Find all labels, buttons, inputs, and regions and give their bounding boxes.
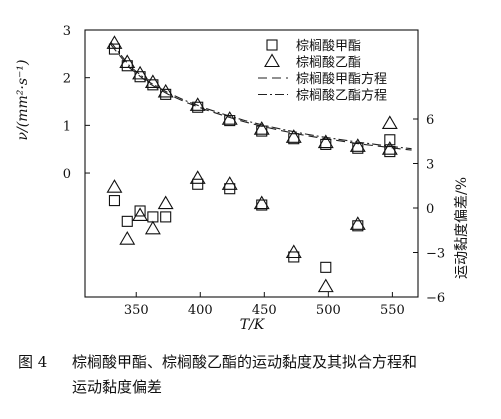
triangle-marker-right xyxy=(349,216,366,230)
square-marker-right xyxy=(160,211,172,223)
right-y-tick-label: 6 xyxy=(426,113,434,128)
chart: 350 400 450 500 550 0 1 2 3 −6 −3 0 3 6 T/K ν/(mm²·s⁻… xyxy=(15,24,470,333)
right-y-tick-label: 0 xyxy=(426,202,434,217)
right-y-axis-label: 运动黏度偏差/% xyxy=(454,177,470,279)
triangle-marker-right xyxy=(157,195,174,210)
triangle-marker-left xyxy=(157,83,174,98)
fit-curve-methyl xyxy=(110,43,412,151)
square-marker-right xyxy=(320,261,332,273)
figure-caption: 图 4 棕榈酸甲酯、棕榈酸乙酯的运动黏度及其拟合方程和 xyxy=(18,352,417,372)
legend-square-symbol xyxy=(266,39,278,51)
legend-label: 棕榈酸甲酯方程 xyxy=(296,71,387,87)
caption-line-2: 运动黏度偏差 xyxy=(72,378,163,396)
triangle-marker-right xyxy=(106,179,123,193)
legend-label: 棕榈酸乙酯 xyxy=(296,56,361,71)
triangle-marker-left xyxy=(381,141,398,155)
square-marker-right xyxy=(108,195,121,207)
figure-number: 图 4 xyxy=(18,353,48,371)
data-markers xyxy=(106,35,398,293)
triangle-marker-right xyxy=(253,195,270,210)
x-tick-label: 550 xyxy=(380,303,405,318)
triangle-marker-left xyxy=(317,134,334,149)
left-y-tick-label: 3 xyxy=(63,24,71,39)
figure-caption-continued: 运动黏度偏差 xyxy=(72,377,162,397)
triangle-marker-left xyxy=(189,97,206,111)
triangle-marker-left xyxy=(144,74,161,88)
triangle-marker-right xyxy=(285,244,302,259)
left-y-axis-label: ν/(mm²·s⁻¹) xyxy=(15,60,31,141)
x-tick-label: 500 xyxy=(316,303,341,318)
triangle-marker-right xyxy=(132,207,149,221)
triangle-marker-right xyxy=(119,231,136,245)
legend-label: 棕榈酸甲酯 xyxy=(296,39,361,54)
legend-triangle-symbol xyxy=(264,53,280,68)
triangle-marker-left xyxy=(119,54,136,68)
triangle-marker-left xyxy=(253,121,270,135)
triangle-marker-left xyxy=(285,129,302,143)
square-marker-right xyxy=(384,134,396,146)
square-marker-left xyxy=(121,60,133,72)
triangle-marker-right xyxy=(381,115,398,129)
square-marker-right xyxy=(121,215,133,227)
square-marker-right xyxy=(192,178,204,190)
square-marker-right xyxy=(147,211,159,223)
triangle-marker-right xyxy=(221,176,238,190)
right-y-tick-label: −6 xyxy=(426,291,445,306)
x-tick-label: 450 xyxy=(252,303,277,318)
legend-label: 棕榈酸乙酯方程 xyxy=(296,88,387,104)
axis-ticks: 350 400 450 500 550 0 1 2 3 −6 −3 0 3 6 xyxy=(63,24,445,318)
triangle-marker-right xyxy=(189,170,206,184)
triangle-marker-left xyxy=(349,138,366,152)
triangle-marker-left xyxy=(132,65,149,80)
x-tick-label: 350 xyxy=(124,303,149,318)
left-y-tick-label: 0 xyxy=(63,167,71,182)
triangle-marker-right xyxy=(144,220,161,235)
square-marker-left xyxy=(134,71,146,83)
caption-line-1: 棕榈酸甲酯、棕榈酸乙酯的运动黏度及其拟合方程和 xyxy=(72,353,418,371)
right-y-tick-label: 3 xyxy=(426,158,434,173)
triangle-marker-left xyxy=(106,35,123,49)
square-marker-right xyxy=(134,205,146,217)
square-marker-left xyxy=(108,43,121,55)
triangle-marker-left xyxy=(221,111,238,125)
triangle-marker-right xyxy=(317,278,334,293)
x-tick-label: 400 xyxy=(188,303,213,318)
left-y-tick-label: 1 xyxy=(63,119,71,134)
x-axis-label: T/K xyxy=(240,317,266,333)
right-y-tick-label: −3 xyxy=(426,247,445,262)
left-y-tick-label: 2 xyxy=(63,72,71,87)
